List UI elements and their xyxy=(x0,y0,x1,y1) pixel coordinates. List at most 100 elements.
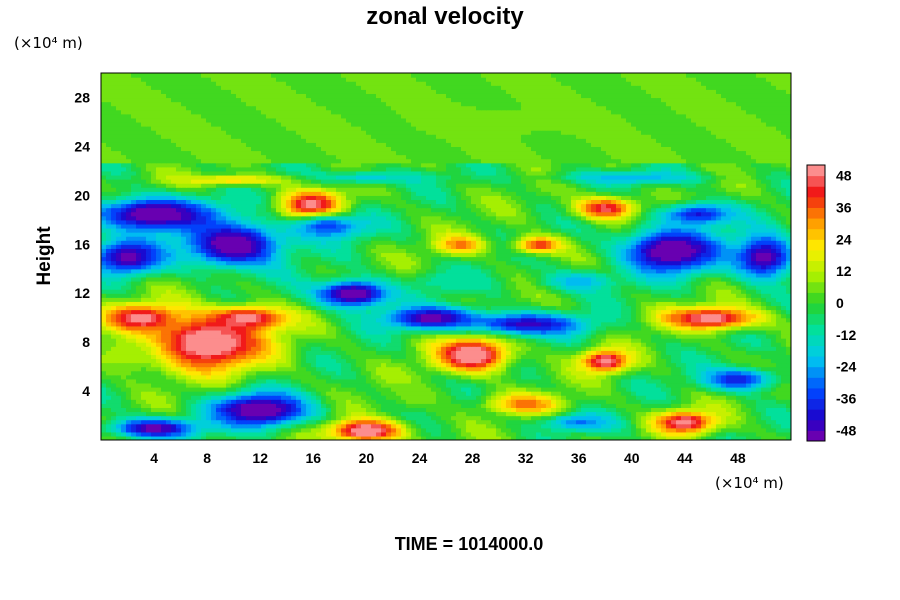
heatmap-cell xyxy=(751,305,757,311)
heatmap-cell xyxy=(111,431,117,437)
heatmap-cell xyxy=(261,350,267,355)
heatmap-cell xyxy=(371,427,377,433)
heatmap-cell xyxy=(646,378,652,384)
heatmap-cell xyxy=(301,317,307,323)
heatmap-cell xyxy=(546,411,552,417)
heatmap-cell xyxy=(356,309,362,315)
heatmap-cell xyxy=(711,309,717,315)
heatmap-cell xyxy=(236,350,242,355)
heatmap-cell xyxy=(191,321,197,327)
heatmap-cell xyxy=(456,370,462,376)
heatmap-cell xyxy=(766,317,772,323)
heatmap-cell xyxy=(416,293,422,298)
heatmap-cell xyxy=(356,362,362,368)
heatmap-cell xyxy=(546,358,552,364)
heatmap-cell xyxy=(541,354,547,360)
heatmap-cell xyxy=(716,305,722,311)
heatmap-cell xyxy=(646,395,652,400)
heatmap-cell xyxy=(236,382,242,388)
heatmap-cell xyxy=(621,366,627,372)
heatmap-cell xyxy=(236,415,242,421)
heatmap-cell xyxy=(526,374,532,380)
heatmap-cell xyxy=(116,382,122,388)
heatmap-cell xyxy=(101,415,107,421)
heatmap-cell xyxy=(781,399,787,404)
heatmap-cell xyxy=(116,338,122,343)
heatmap-cell xyxy=(666,431,672,437)
heatmap-cell xyxy=(251,313,257,319)
heatmap-cell xyxy=(631,346,637,351)
heatmap-cell xyxy=(701,391,707,396)
heatmap-cell xyxy=(346,354,352,360)
heatmap-cell xyxy=(251,407,257,413)
heatmap-cell xyxy=(106,309,112,315)
heatmap-cell xyxy=(201,309,207,315)
heatmap-cell xyxy=(651,329,657,335)
heatmap-cell xyxy=(756,411,762,417)
heatmap-cell xyxy=(406,374,412,380)
heatmap-cell xyxy=(581,411,587,417)
heatmap-cell xyxy=(616,423,622,429)
heatmap-cell xyxy=(121,293,127,298)
heatmap-cell xyxy=(161,370,167,376)
heatmap-cell xyxy=(566,378,572,384)
heatmap-cell xyxy=(621,362,627,368)
heatmap-cell xyxy=(751,399,757,404)
heatmap-cell xyxy=(236,293,242,298)
heatmap-cell xyxy=(656,399,662,404)
heatmap-cell xyxy=(256,431,262,437)
heatmap-cell xyxy=(126,309,132,315)
heatmap-cell xyxy=(631,301,637,307)
heatmap-cell xyxy=(776,313,782,319)
heatmap-cell xyxy=(621,338,627,343)
heatmap-cell xyxy=(426,329,432,335)
heatmap-cell xyxy=(236,370,242,376)
heatmap-cell xyxy=(166,333,172,339)
heatmap-cell xyxy=(316,386,322,392)
heatmap-cell xyxy=(586,358,592,364)
heatmap-cell xyxy=(276,329,282,335)
heatmap-cell xyxy=(546,391,552,396)
heatmap-cell xyxy=(561,354,567,360)
heatmap-cell xyxy=(731,407,737,413)
heatmap-cell xyxy=(386,305,392,311)
heatmap-cell xyxy=(316,354,322,360)
heatmap-cell xyxy=(591,415,597,421)
heatmap-cell xyxy=(106,431,112,437)
heatmap-cell xyxy=(521,338,527,343)
heatmap-cell xyxy=(411,382,417,388)
heatmap-cell xyxy=(571,321,577,327)
heatmap-cell xyxy=(636,309,642,315)
heatmap-cell xyxy=(756,313,762,319)
heatmap-cell xyxy=(451,382,457,388)
heatmap-cell xyxy=(126,338,132,343)
heatmap-cell xyxy=(511,431,517,437)
heatmap-cell xyxy=(221,354,227,360)
heatmap-cell xyxy=(366,354,372,360)
heatmap-cell xyxy=(146,407,152,413)
heatmap-cell xyxy=(516,370,522,376)
heatmap-cell xyxy=(491,321,497,327)
heatmap-cell xyxy=(461,346,467,351)
heatmap-cell xyxy=(646,305,652,311)
heatmap-cell xyxy=(276,411,282,417)
heatmap-cell xyxy=(516,346,522,351)
heatmap-cell xyxy=(361,350,367,355)
heatmap-cell xyxy=(491,435,497,440)
heatmap-cell xyxy=(401,391,407,396)
heatmap-cell xyxy=(516,391,522,396)
heatmap-cell xyxy=(626,354,632,360)
heatmap-cell xyxy=(326,366,332,372)
heatmap-cell xyxy=(646,415,652,421)
heatmap-cell xyxy=(171,333,177,339)
heatmap-cell xyxy=(391,321,397,327)
heatmap-cell xyxy=(341,407,347,413)
heatmap-cell xyxy=(626,297,632,302)
heatmap-cell xyxy=(481,333,487,339)
heatmap-cell xyxy=(636,370,642,376)
heatmap-cell xyxy=(326,399,332,404)
heatmap-cell xyxy=(661,415,667,421)
heatmap-cell xyxy=(476,431,482,437)
heatmap-cell xyxy=(441,354,447,360)
heatmap-cell xyxy=(241,395,247,400)
